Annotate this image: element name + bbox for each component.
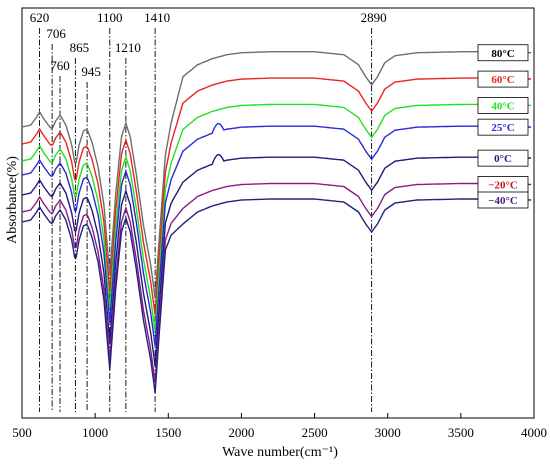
series-line	[21, 103, 532, 333]
plot-frame	[21, 7, 535, 419]
series-line	[21, 153, 532, 367]
x-tick-label: 3000	[375, 425, 401, 440]
legend-label: 40°C	[491, 100, 514, 112]
legend-label: 80°C	[491, 48, 514, 60]
peak-label: 706	[46, 26, 66, 41]
legend-label: −40°C	[488, 195, 518, 207]
series-lines	[21, 51, 532, 394]
series-line	[21, 122, 532, 347]
legend-label: −20°C	[488, 180, 518, 192]
x-tick-label: 500	[12, 425, 32, 440]
series-line	[21, 77, 532, 316]
series-line	[21, 182, 532, 384]
x-tick-label: 2500	[302, 425, 328, 440]
x-axis-label: Wave number(cm⁻¹)	[222, 445, 338, 460]
legend-label: 60°C	[491, 74, 514, 86]
x-tick-label: 3500	[448, 425, 474, 440]
peak-label: 760	[50, 58, 70, 73]
peak-label: 865	[70, 40, 90, 55]
peak-label: 1100	[97, 10, 123, 25]
legend-box	[477, 70, 529, 88]
legend-box	[477, 118, 529, 136]
peak-label: 1410	[144, 10, 170, 25]
x-tick-label: 2000	[228, 425, 254, 440]
peak-marker-lines	[39, 28, 373, 412]
peak-label: 2890	[361, 10, 387, 25]
legend-box	[477, 149, 529, 167]
x-tick-label: 1500	[155, 425, 181, 440]
legend-box	[477, 44, 529, 62]
x-tick-label: 1000	[82, 425, 108, 440]
x-tick-label: 4000	[521, 425, 547, 440]
legend-label: 0°C	[494, 153, 512, 165]
y-axis-label: Absorbance(%)	[5, 156, 20, 244]
legend-box	[477, 191, 529, 209]
series-line	[21, 198, 532, 394]
x-axis-ticks: 500 1000 1500 2000 2500 3000 3500 4000	[12, 413, 547, 440]
peak-label: 1210	[115, 40, 141, 55]
legend: 80°C 60°C 40°C 25°C 0°C −20°C −40°C	[477, 44, 529, 209]
peak-label: 945	[81, 64, 101, 79]
legend-label: 25°C	[491, 122, 514, 134]
peak-label: 620	[30, 10, 50, 25]
legend-box	[477, 97, 529, 114]
series-line	[21, 51, 532, 299]
